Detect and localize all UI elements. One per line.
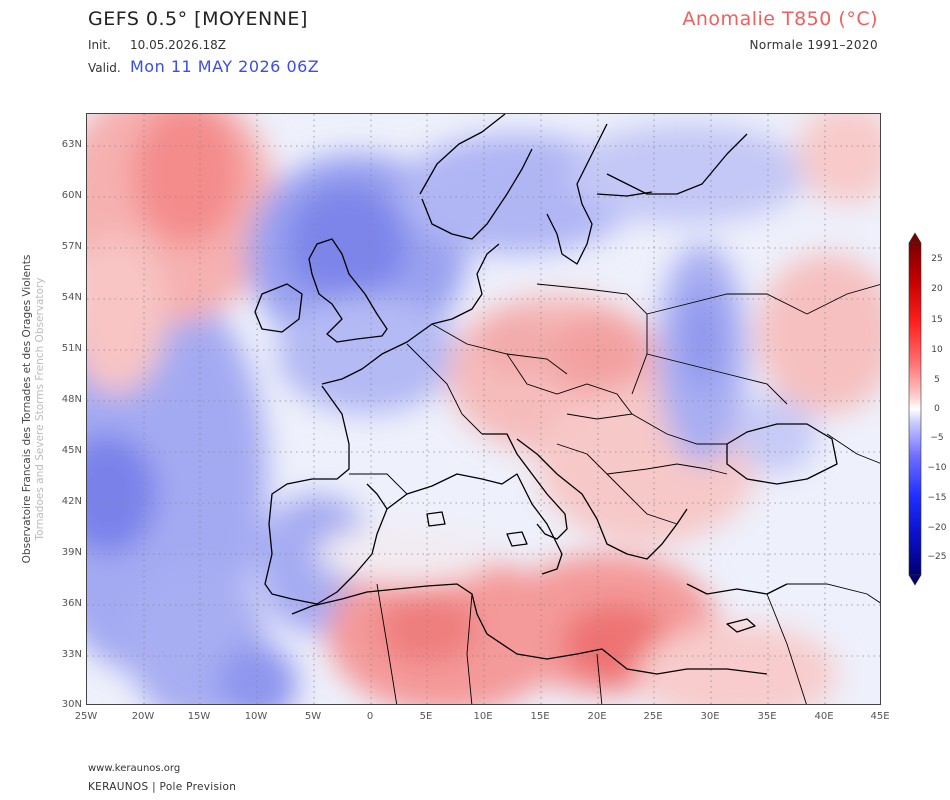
footer-website: www.keraunos.org xyxy=(88,763,181,774)
lat-label-48n: 48N xyxy=(61,394,82,405)
parameter-title: Anomalie T850 (°C) xyxy=(682,8,878,30)
lon-label-15e: 15E xyxy=(530,711,550,722)
lon-label-30e: 30E xyxy=(700,711,720,722)
map-title: GEFS 0.5° [MOYENNE] xyxy=(88,8,308,30)
colorbar-label-minus25: −25 xyxy=(927,552,947,562)
anomaly-field-shading xyxy=(87,114,880,704)
lon-label-15w: 15W xyxy=(187,711,211,722)
lon-label-0: 0 xyxy=(366,711,374,722)
side-credit-text: Observatoire Francais des Tornades et de… xyxy=(21,149,47,669)
lon-label-10e: 10E xyxy=(473,711,493,722)
lat-label-57n: 57N xyxy=(61,241,82,252)
lon-label-35e: 35E xyxy=(757,711,777,722)
valid-label: Valid. xyxy=(88,61,121,75)
climate-normal-period: Normale 1991–2020 xyxy=(749,38,878,52)
colorbar-label-15: 15 xyxy=(931,315,943,325)
colorbar-label-25: 25 xyxy=(931,254,943,264)
colorbar-label-20: 20 xyxy=(931,284,943,294)
coastlines xyxy=(254,114,838,675)
colorbar-min-arrow xyxy=(908,574,922,586)
lon-label-5w: 5W xyxy=(304,711,322,722)
init-value: 10.05.2026.18Z xyxy=(130,38,227,52)
lat-label-30n: 30N xyxy=(61,699,82,710)
lat-label-45n: 45N xyxy=(61,445,82,456)
colorbar-label-minus20: −20 xyxy=(927,523,947,533)
colorbar-max-arrow xyxy=(908,232,922,244)
valid-value: Mon 11 MAY 2026 06Z xyxy=(130,57,320,76)
country-borders xyxy=(349,283,880,704)
colorbar-label-minus15: −15 xyxy=(927,493,947,503)
colorbar-label-minus5: −5 xyxy=(930,433,944,443)
map-canvas xyxy=(87,114,880,704)
colorbar-label-10: 10 xyxy=(931,345,943,355)
lat-label-63n: 63N xyxy=(61,139,82,150)
lon-label-5e: 5E xyxy=(419,711,433,722)
lon-label-25e: 25E xyxy=(643,711,663,722)
lat-label-33n: 33N xyxy=(61,649,82,660)
lon-label-40e: 40E xyxy=(814,711,834,722)
lon-label-45e: 45E xyxy=(870,711,890,722)
footer-brand: KERAUNOS | Pole Prevision xyxy=(88,781,237,793)
lat-label-36n: 36N xyxy=(61,598,82,609)
lat-label-51n: 51N xyxy=(61,343,82,354)
side-credit-french: Observatoire Francais des Tornades et de… xyxy=(21,254,33,564)
lon-label-10w: 10W xyxy=(244,711,268,722)
lat-label-39n: 39N xyxy=(61,547,82,558)
lon-label-25w: 25W xyxy=(74,711,98,722)
init-label: Init. xyxy=(88,38,111,52)
lon-label-20w: 20W xyxy=(131,711,155,722)
anomaly-map xyxy=(86,113,881,705)
colorbar-label-minus10: −10 xyxy=(927,463,947,473)
lat-label-42n: 42N xyxy=(61,496,82,507)
colorbar-gradient xyxy=(908,242,922,576)
graticule-grid xyxy=(87,114,880,704)
side-credit-english: Tornadoes and Severe Storms French Obser… xyxy=(34,277,46,541)
lat-label-60n: 60N xyxy=(61,190,82,201)
lon-label-20e: 20E xyxy=(587,711,607,722)
colorbar-label-0: 0 xyxy=(934,404,940,414)
lat-label-54n: 54N xyxy=(61,292,82,303)
colorbar-label-5: 5 xyxy=(934,375,940,385)
